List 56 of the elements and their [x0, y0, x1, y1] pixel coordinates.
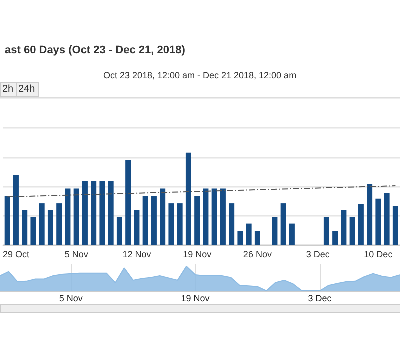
- bar: [82, 181, 88, 245]
- bar: [48, 210, 54, 245]
- bar: [238, 231, 244, 245]
- bar: [22, 210, 28, 245]
- x-tick-label: 3 Dec: [308, 294, 332, 304]
- bar: [168, 204, 174, 245]
- x-tick-label: 10 Dec: [364, 250, 394, 260]
- bar: [280, 204, 286, 245]
- x-tick-label: 3 Dec: [306, 250, 330, 260]
- bar: [384, 193, 390, 245]
- bar: [229, 204, 235, 245]
- bar: [91, 181, 97, 245]
- chart-title: ast 60 Days (Oct 23 - Dec 21, 2018): [5, 44, 186, 56]
- x-tick-label: 26 Nov: [243, 250, 272, 260]
- bar: [392, 206, 398, 245]
- bar: [100, 181, 106, 245]
- text: 24h: [18, 84, 36, 95]
- bar: [194, 196, 200, 245]
- chart-subtitle: Oct 23 2018, 12:00 am - Dec 21 2018, 12:00 am: [103, 70, 297, 80]
- bar: [13, 174, 19, 245]
- x-tick-label: 5 Nov: [59, 294, 84, 304]
- bar: [74, 188, 80, 245]
- bar: [4, 196, 10, 245]
- bar: [177, 204, 183, 245]
- bar: [272, 217, 278, 245]
- bar: [142, 196, 148, 245]
- text: 2h: [2, 84, 14, 95]
- bar: [358, 204, 364, 245]
- bar: [65, 188, 71, 245]
- x-tick-label: 29 Oct: [2, 250, 30, 260]
- bar: [134, 210, 140, 245]
- bar: [151, 196, 157, 245]
- bar: [186, 152, 192, 245]
- bar: [246, 224, 252, 245]
- bar: [289, 224, 295, 245]
- x-tick-label: 12 Nov: [122, 250, 152, 260]
- bar: [203, 188, 209, 245]
- bar: [324, 217, 330, 245]
- bar: [367, 184, 373, 245]
- bar: [220, 188, 226, 245]
- bar: [39, 204, 45, 245]
- bar: [126, 160, 132, 245]
- bar: [332, 231, 338, 245]
- x-tick-label: 5 Nov: [64, 250, 89, 260]
- bar: [160, 188, 166, 245]
- bar: [341, 210, 347, 245]
- x-tick-label: 19 Nov: [183, 250, 212, 260]
- bar: [116, 217, 122, 245]
- bar: [30, 217, 36, 245]
- x-tick-label: 19 Nov: [181, 294, 210, 304]
- bar: [108, 181, 114, 245]
- bar: [376, 198, 382, 245]
- bar: [254, 231, 260, 245]
- bar: [56, 204, 62, 245]
- bar: [212, 188, 218, 245]
- bar: [350, 217, 356, 245]
